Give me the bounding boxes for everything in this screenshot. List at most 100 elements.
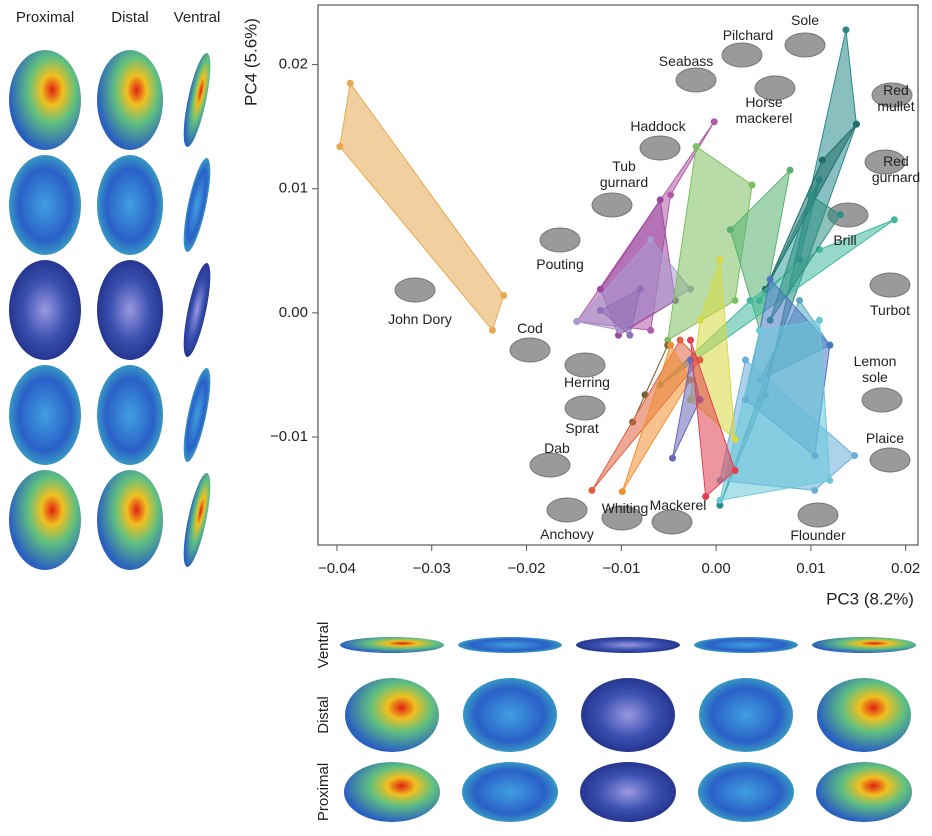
species-label: Sole: [790, 12, 820, 28]
species-label: Haddock: [630, 118, 686, 134]
shape-distal: [97, 50, 163, 150]
species-point: [647, 326, 655, 334]
fish-thumbnail: [861, 387, 903, 413]
species-label: Horse mackerel: [735, 94, 793, 126]
y-axis-label: PC4 (5.6%): [241, 18, 260, 106]
species-point: [826, 476, 834, 484]
fish-thumbnail: [546, 497, 588, 523]
y-tick-label: 0.00: [279, 304, 308, 321]
species-label: Seabass: [658, 53, 714, 69]
shape-distal: [581, 678, 675, 752]
y-tick-label: 0.02: [279, 56, 308, 73]
shape-proximal: [9, 260, 81, 360]
species-point: [796, 296, 804, 304]
species-point: [726, 226, 734, 234]
species-hull: [599, 288, 642, 337]
row-label: Proximal: [315, 763, 332, 821]
shape-ventral: [183, 158, 211, 252]
shape-proximal: [816, 762, 912, 822]
species-label: Dab: [544, 440, 570, 456]
species-point: [731, 296, 739, 304]
fish-thumbnail: [639, 135, 681, 161]
species-label: Pilchard: [722, 27, 774, 43]
species-point: [336, 143, 344, 151]
species-point: [710, 118, 718, 126]
species-hull: [621, 343, 692, 492]
species-point: [815, 316, 823, 324]
column-header: Distal: [111, 9, 149, 26]
shape-distal: [463, 678, 557, 752]
shape-ventral: [576, 637, 680, 653]
species-label: Cod: [517, 320, 543, 336]
species-label: Red mullet: [877, 82, 915, 114]
row-label: Ventral: [315, 622, 332, 669]
species-point: [588, 486, 596, 494]
fish-thumbnail: [675, 67, 717, 93]
shape-ventral: [183, 53, 211, 147]
fish-thumbnail: [509, 337, 551, 363]
y-tick-label: −0.01: [270, 428, 308, 445]
species-point: [836, 211, 844, 219]
species-point: [667, 341, 675, 349]
shape-ventral: [183, 263, 211, 357]
fish-thumbnail: [869, 272, 911, 298]
species-point: [731, 467, 739, 475]
species-label: Plaice: [865, 430, 905, 446]
species-point: [596, 285, 604, 293]
x-tick-label: −0.04: [318, 560, 356, 577]
species-label: Whiting: [601, 500, 649, 516]
fish-thumbnail: [871, 82, 913, 108]
x-tick-label: −0.01: [602, 560, 640, 577]
species-point: [716, 255, 724, 263]
species-point: [636, 285, 644, 293]
shape-ventral: [458, 637, 562, 653]
species-point: [656, 196, 664, 204]
shape-ventral: [183, 473, 211, 567]
species-point: [850, 452, 858, 460]
fish-thumbnail: [869, 447, 911, 473]
shape-ventral: [183, 368, 211, 462]
shape-proximal: [462, 762, 558, 822]
shape-distal: [97, 260, 163, 360]
species-point: [702, 493, 710, 501]
bottom-panel: Ventral Distal Proximal: [315, 622, 916, 822]
fish-thumbnail: [564, 352, 606, 378]
x-axis-label: PC3 (8.2%): [826, 589, 914, 608]
shape-proximal: [580, 762, 676, 822]
species-label: Red gurnard: [871, 153, 921, 185]
species-label: Flounder: [790, 527, 846, 543]
shape-distal: [817, 678, 911, 752]
species-point: [741, 356, 749, 364]
species-point: [488, 326, 496, 334]
species-point: [731, 435, 739, 443]
fish-thumbnail: [784, 32, 826, 58]
thumbnails: [394, 32, 913, 535]
species-point: [826, 341, 834, 349]
species-label: Brill: [833, 232, 857, 248]
species-point: [890, 216, 898, 224]
shape-proximal: [9, 155, 81, 255]
species-point: [766, 275, 774, 283]
shape-proximal: [9, 50, 81, 150]
species-point: [346, 79, 354, 87]
fish-thumbnail: [394, 277, 436, 303]
species-point: [818, 156, 826, 164]
row-label: Distal: [315, 696, 332, 734]
species-point: [618, 488, 626, 496]
species-label: Anchovy: [540, 526, 594, 542]
x-tick-label: 0.02: [891, 560, 920, 577]
species-point: [811, 486, 819, 494]
shape-ventral: [812, 637, 916, 653]
shape-ventral: [694, 637, 798, 653]
left-panel: Proximal Distal Ventral: [9, 9, 220, 570]
column-header: Proximal: [16, 9, 74, 26]
shape-proximal: [698, 762, 794, 822]
fish-thumbnail: [564, 395, 606, 421]
species-hull: [769, 194, 841, 321]
plot-area: −0.04 −0.03 −0.02 −0.01 0.00 0.01 0.02 −0.01 0.0…: [270, 26, 920, 577]
species-hull: [690, 340, 736, 498]
species-point: [669, 454, 677, 462]
species-point: [626, 331, 634, 339]
